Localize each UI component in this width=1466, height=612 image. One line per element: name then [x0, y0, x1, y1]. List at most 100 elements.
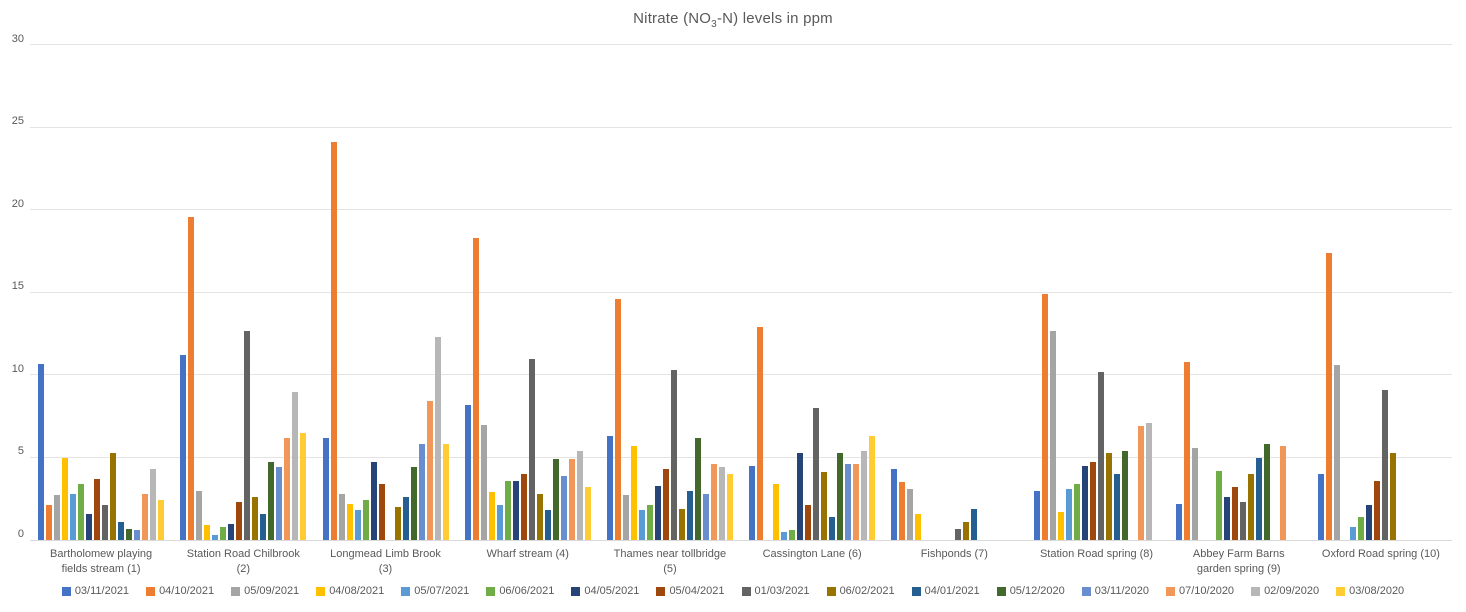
bar	[236, 502, 243, 540]
bar	[346, 503, 353, 540]
bar	[1317, 474, 1324, 540]
bar	[188, 216, 195, 540]
bar	[292, 391, 299, 540]
bar-group	[1168, 45, 1310, 540]
legend: 03/11/2021 04/10/2021 05/09/2021 04/08/2021…	[0, 585, 1466, 597]
bar	[142, 493, 149, 540]
bar	[1097, 371, 1104, 540]
bar	[402, 497, 409, 540]
bar	[472, 238, 479, 540]
legend-item: 07/10/2020	[1166, 585, 1234, 597]
legend-swatch-icon	[316, 586, 326, 596]
bar	[228, 523, 235, 540]
x-axis-category-label: Oxford Road spring (10)	[1321, 548, 1440, 560]
bar	[662, 469, 669, 540]
bar	[322, 437, 329, 540]
bar	[963, 521, 970, 540]
legend-swatch-icon	[1336, 586, 1346, 596]
bar	[220, 526, 227, 540]
bar	[1247, 474, 1254, 540]
bar	[126, 528, 133, 540]
bar	[891, 469, 898, 540]
x-axis-category-label: Station Road Chilbrook (2)	[186, 548, 300, 575]
bar	[204, 525, 211, 540]
bar	[118, 521, 125, 540]
bar	[1057, 512, 1064, 540]
gridline	[30, 209, 1452, 210]
bar	[512, 480, 519, 540]
bar	[1357, 516, 1364, 540]
bar	[1381, 389, 1388, 540]
bar	[789, 530, 796, 540]
y-axis-tick-label: 0	[17, 527, 24, 540]
bar	[1175, 503, 1182, 540]
legend-swatch-icon	[231, 586, 241, 596]
bar	[378, 483, 385, 540]
bar	[370, 462, 377, 540]
legend-item: 06/06/2021	[486, 585, 554, 597]
bar	[813, 408, 820, 540]
bar-group	[457, 45, 599, 540]
bar	[1373, 480, 1380, 540]
legend-swatch-icon	[486, 586, 496, 596]
bar	[1325, 252, 1332, 540]
legend-swatch-icon	[401, 586, 411, 596]
x-axis-category-label: Wharf stream (4)	[486, 548, 569, 560]
legend-swatch-icon	[826, 586, 836, 596]
bar	[1239, 502, 1246, 540]
bar	[1113, 474, 1120, 540]
bar	[1137, 426, 1144, 540]
bar	[1065, 488, 1072, 540]
bar	[276, 467, 283, 540]
bar	[971, 508, 978, 540]
bar	[134, 530, 141, 540]
y-axis-tick-label: 5	[17, 445, 24, 457]
bar	[915, 513, 922, 540]
bar	[418, 444, 425, 540]
legend-swatch-icon	[61, 586, 71, 596]
bar	[710, 464, 717, 540]
legend-swatch-icon	[656, 586, 666, 596]
bar	[1231, 487, 1238, 540]
bar	[584, 487, 591, 540]
bar	[1279, 446, 1286, 540]
bar	[638, 510, 645, 540]
bar	[394, 507, 401, 540]
bar-group	[741, 45, 883, 540]
bar	[568, 459, 575, 540]
bar	[678, 508, 685, 540]
bar	[845, 464, 852, 540]
bar	[1263, 444, 1270, 540]
y-axis-tick-label: 20	[11, 197, 24, 210]
bar	[354, 510, 361, 540]
bar	[1365, 505, 1372, 540]
bar	[694, 437, 701, 540]
legend-label: 04/05/2021	[584, 585, 640, 597]
bar-group	[172, 45, 314, 540]
bar	[212, 535, 219, 540]
bar	[244, 330, 251, 540]
bar	[821, 472, 828, 540]
bar	[338, 493, 345, 540]
bar	[837, 452, 844, 540]
bar	[196, 490, 203, 540]
legend-label: 05/12/2020	[1009, 585, 1065, 597]
bar	[899, 482, 906, 540]
bar	[180, 355, 187, 540]
legend-swatch-icon	[146, 586, 156, 596]
gridline	[30, 126, 1452, 128]
legend-swatch-icon	[996, 586, 1006, 596]
bar	[805, 505, 812, 540]
bar	[773, 483, 780, 540]
bar	[158, 500, 165, 540]
bar	[726, 474, 733, 540]
x-axis-category-label: Bartholomew playing fields stream (1)	[50, 548, 153, 575]
y-axis-tick-label: 15	[11, 280, 24, 292]
legend-label: 03/08/2020	[1349, 585, 1405, 597]
x-axis-category-label: Abbey Farm Barns garden spring (9)	[1192, 548, 1285, 575]
bar	[1191, 447, 1198, 540]
bar	[62, 457, 69, 540]
bar	[1145, 422, 1152, 540]
bar	[853, 464, 860, 540]
bar-group	[1310, 45, 1452, 540]
